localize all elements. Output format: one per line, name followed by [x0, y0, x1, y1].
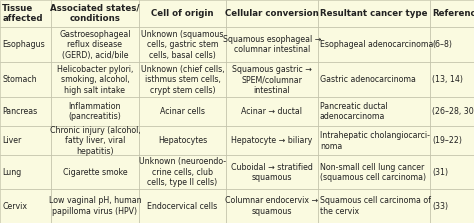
Text: (19–22): (19–22)	[432, 136, 462, 145]
Bar	[139, 97, 226, 126]
Text: Pancreatic ductal
adenocarcinoma: Pancreatic ductal adenocarcinoma	[320, 102, 388, 121]
Bar	[226, 189, 318, 223]
Bar	[51, 97, 139, 126]
Bar	[318, 189, 429, 223]
Text: Columnar endocervix →
squamous: Columnar endocervix → squamous	[225, 196, 319, 216]
Bar	[429, 27, 474, 62]
Text: Gastric adenocarcinoma: Gastric adenocarcinoma	[320, 75, 416, 84]
Text: (26–28, 30): (26–28, 30)	[432, 107, 474, 116]
Bar	[429, 189, 474, 223]
Text: Gastroesophageal
reflux disease
(GERD), acid/bile: Gastroesophageal reflux disease (GERD), …	[59, 30, 131, 60]
Text: Hepatocyte → biliary: Hepatocyte → biliary	[231, 136, 312, 145]
Bar	[139, 155, 226, 189]
Text: Esophagus: Esophagus	[2, 40, 45, 49]
Bar	[51, 155, 139, 189]
Text: Chronic injury (alcohol,
fatty liver, viral
hepatitis): Chronic injury (alcohol, fatty liver, vi…	[49, 126, 140, 156]
Text: Cellular conversion: Cellular conversion	[225, 9, 319, 18]
Bar	[139, 126, 226, 155]
Text: Esophageal adenocarcinoma: Esophageal adenocarcinoma	[320, 40, 433, 49]
Bar	[226, 27, 318, 62]
Bar	[51, 189, 139, 223]
Bar	[318, 126, 429, 155]
Bar	[318, 27, 429, 62]
Text: Endocervical cells: Endocervical cells	[147, 202, 218, 211]
Text: Squamous esophageal →
columnar intestinal: Squamous esophageal → columnar intestina…	[223, 35, 321, 54]
Text: Squamous gastric →
SPEM/columnar
intestinal: Squamous gastric → SPEM/columnar intesti…	[232, 65, 312, 95]
Bar	[51, 62, 139, 97]
Bar	[0, 155, 51, 189]
Text: Cervix: Cervix	[2, 202, 27, 211]
Text: Cell of origin: Cell of origin	[151, 9, 214, 18]
Text: Non-small cell lung cancer
(squamous cell carcinoma): Non-small cell lung cancer (squamous cel…	[320, 163, 426, 182]
Bar	[318, 0, 429, 27]
Bar	[0, 97, 51, 126]
Text: Pancreas: Pancreas	[2, 107, 37, 116]
Text: Associated states/
conditions: Associated states/ conditions	[50, 4, 140, 23]
Text: Resultant cancer type: Resultant cancer type	[320, 9, 428, 18]
Bar	[0, 189, 51, 223]
Text: References: References	[432, 9, 474, 18]
Bar	[51, 126, 139, 155]
Bar	[139, 0, 226, 27]
Bar	[0, 27, 51, 62]
Text: Hepatocytes: Hepatocytes	[158, 136, 207, 145]
Bar	[139, 189, 226, 223]
Bar	[429, 0, 474, 27]
Text: Cuboidal → stratified
squamous: Cuboidal → stratified squamous	[231, 163, 313, 182]
Bar	[318, 97, 429, 126]
Bar	[318, 155, 429, 189]
Bar	[0, 62, 51, 97]
Text: Inflammation
(pancreatitis): Inflammation (pancreatitis)	[69, 102, 121, 121]
Bar	[318, 62, 429, 97]
Bar	[0, 126, 51, 155]
Bar	[429, 97, 474, 126]
Bar	[139, 62, 226, 97]
Text: (33): (33)	[432, 202, 448, 211]
Bar	[226, 97, 318, 126]
Bar	[51, 0, 139, 27]
Bar	[226, 0, 318, 27]
Text: Stomach: Stomach	[2, 75, 37, 84]
Text: Unknown (squamous
cells, gastric stem
cells, basal cells): Unknown (squamous cells, gastric stem ce…	[141, 30, 224, 60]
Text: Squamous cell carcinoma of
the cervix: Squamous cell carcinoma of the cervix	[320, 196, 431, 216]
Bar	[429, 155, 474, 189]
Text: Lung: Lung	[2, 168, 22, 177]
Text: Acinar cells: Acinar cells	[160, 107, 205, 116]
Text: (13, 14): (13, 14)	[432, 75, 463, 84]
Text: (31): (31)	[432, 168, 448, 177]
Text: Tissue
affected: Tissue affected	[2, 4, 43, 23]
Text: Unknown (chief cells,
isthmus stem cells,
crypt stem cells): Unknown (chief cells, isthmus stem cells…	[141, 65, 224, 95]
Text: Liver: Liver	[2, 136, 22, 145]
Text: Helicobacter pylori,
smoking, alcohol,
high salt intake: Helicobacter pylori, smoking, alcohol, h…	[57, 65, 133, 95]
Text: Intrahepatic cholangiocarci-
noma: Intrahepatic cholangiocarci- noma	[320, 131, 430, 151]
Text: Acinar → ductal: Acinar → ductal	[241, 107, 302, 116]
Bar	[51, 27, 139, 62]
Bar	[429, 62, 474, 97]
Bar	[139, 27, 226, 62]
Text: (6–8): (6–8)	[432, 40, 452, 49]
Bar	[226, 155, 318, 189]
Bar	[226, 126, 318, 155]
Text: Cigarette smoke: Cigarette smoke	[63, 168, 127, 177]
Text: Unknown (neuroendo-
crine cells, club
cells, type II cells): Unknown (neuroendo- crine cells, club ce…	[139, 157, 226, 187]
Bar	[226, 62, 318, 97]
Text: Low vaginal pH, human
papilloma virus (HPV): Low vaginal pH, human papilloma virus (H…	[49, 196, 141, 216]
Bar	[0, 0, 51, 27]
Bar	[429, 126, 474, 155]
